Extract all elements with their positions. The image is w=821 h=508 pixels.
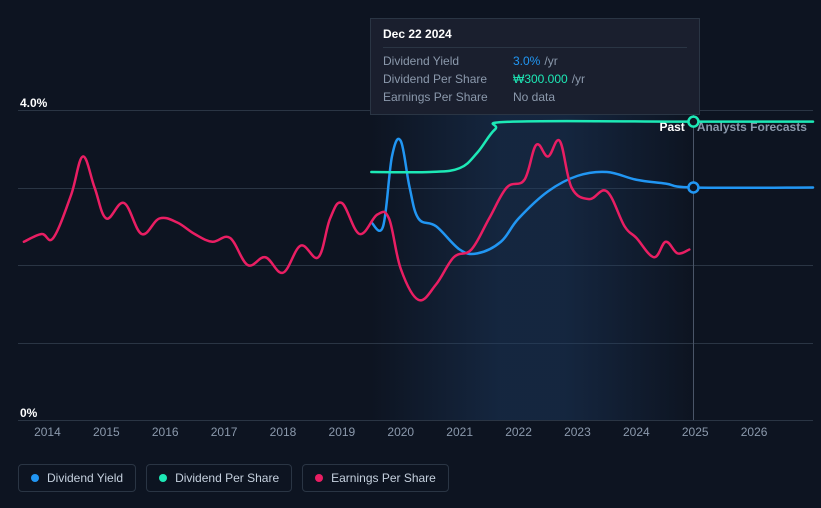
series-line-earnings_per_share: [24, 140, 689, 300]
series-line-dividend_per_share: [371, 121, 813, 172]
series-line-dividend_yield: [371, 139, 813, 254]
series-marker-dividend_per_share: [688, 117, 698, 127]
x-axis-tick: 2017: [211, 425, 238, 439]
legend-dot-icon: [31, 474, 39, 482]
x-axis-tick: 2021: [446, 425, 473, 439]
tooltip-row: Dividend Per Share₩300.000/yr: [383, 70, 687, 88]
x-axis: 2014 2015 2016 2017 2018 2019 2020 2021 2022 2023…: [18, 425, 813, 445]
chart-lines-svg: [18, 110, 813, 420]
tooltip-row: Dividend Yield3.0% /yr: [383, 52, 687, 70]
tooltip-value: No data: [513, 90, 555, 104]
legend-label: Dividend Yield: [47, 471, 123, 485]
legend: Dividend Yield Dividend Per Share Earnings…: [18, 464, 449, 492]
tooltip-key: Dividend Per Share: [383, 72, 513, 86]
tooltip-value: 3.0%: [513, 54, 540, 68]
tooltip-key: Dividend Yield: [383, 54, 513, 68]
x-axis-tick: 2023: [564, 425, 591, 439]
tooltip-key: Earnings Per Share: [383, 90, 513, 104]
legend-label: Earnings Per Share: [331, 471, 436, 485]
tooltip-row: Earnings Per ShareNo data: [383, 88, 687, 106]
legend-label: Dividend Per Share: [175, 471, 279, 485]
x-axis-tick: 2015: [93, 425, 120, 439]
x-axis-tick: 2020: [387, 425, 414, 439]
x-axis-tick: 2025: [682, 425, 709, 439]
x-axis-tick: 2019: [329, 425, 356, 439]
legend-item[interactable]: Earnings Per Share: [302, 464, 449, 492]
tooltip-value: ₩300.000: [513, 72, 568, 86]
series-marker-dividend_yield: [688, 183, 698, 193]
y-axis-label: 4.0%: [20, 96, 47, 110]
tooltip-unit: /yr: [572, 72, 585, 86]
x-axis-tick: 2022: [505, 425, 532, 439]
gridline: [18, 420, 813, 421]
legend-dot-icon: [159, 474, 167, 482]
tooltip-title: Dec 22 2024: [383, 27, 687, 48]
x-axis-tick: 2016: [152, 425, 179, 439]
legend-item[interactable]: Dividend Yield: [18, 464, 136, 492]
tooltip: Dec 22 2024 Dividend Yield3.0%/yrDividen…: [370, 18, 700, 115]
chart-container: Past Analysts Forecasts 2014201520162017…: [18, 0, 813, 508]
tooltip-unit: /yr: [544, 54, 557, 68]
x-axis-tick: 2018: [270, 425, 297, 439]
x-axis-tick: 2014: [34, 425, 61, 439]
legend-dot-icon: [315, 474, 323, 482]
x-axis-tick: 2026: [741, 425, 768, 439]
x-axis-tick: 2024: [623, 425, 650, 439]
legend-item[interactable]: Dividend Per Share: [146, 464, 292, 492]
y-axis-label: 0%: [20, 406, 37, 420]
